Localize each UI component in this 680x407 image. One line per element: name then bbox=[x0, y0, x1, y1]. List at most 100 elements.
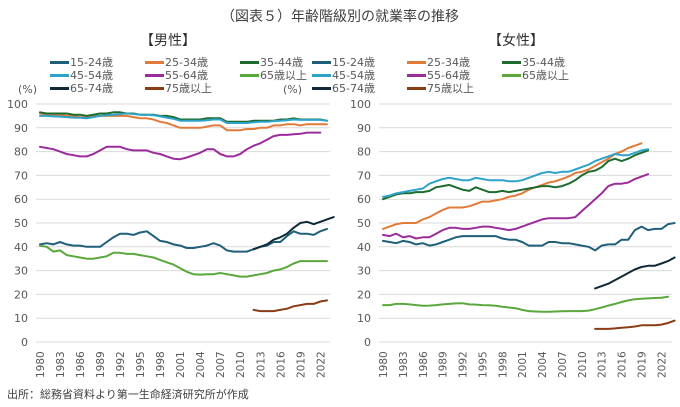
y-tick-label: 40 bbox=[14, 241, 28, 254]
legend-swatch bbox=[407, 86, 426, 90]
x-tick-label: 1989 bbox=[95, 351, 107, 378]
y-tick-label: 40 bbox=[357, 241, 371, 254]
legend-swatch bbox=[502, 60, 521, 64]
y-tick-label: 30 bbox=[357, 265, 371, 278]
x-tick-label: 2022 bbox=[315, 351, 327, 378]
legend-label: 65-74歳 bbox=[332, 82, 375, 95]
series-line-male bbox=[39, 244, 328, 278]
male-chart-title: 【男性】 bbox=[140, 33, 196, 49]
legend-label: 75歳以上 bbox=[427, 82, 474, 95]
y-tick-label: 60 bbox=[357, 193, 371, 206]
series-line-male bbox=[39, 131, 322, 161]
y-tick-label: 30 bbox=[14, 265, 28, 278]
x-tick-label: 1995 bbox=[135, 351, 147, 378]
legend-label: 25-34歳 bbox=[165, 56, 208, 69]
x-tick-label: 1980 bbox=[35, 351, 47, 378]
x-tick-label: 2016 bbox=[617, 351, 629, 378]
legend-label: 55-64歳 bbox=[165, 69, 208, 82]
series-line-male bbox=[39, 112, 328, 132]
legend-item: 45-54歳 bbox=[312, 69, 375, 82]
x-tick-label: 2013 bbox=[597, 351, 609, 378]
series-line-female bbox=[382, 222, 676, 252]
x-tick-label: 2013 bbox=[255, 351, 267, 378]
legend-swatch bbox=[145, 86, 164, 90]
y-tick-label: 80 bbox=[14, 146, 28, 159]
series-line-male bbox=[252, 299, 328, 313]
x-tick-label: 1989 bbox=[438, 351, 450, 378]
y-tick-label: 20 bbox=[357, 288, 371, 301]
series-line-female bbox=[382, 142, 643, 230]
male-unit-label: (%) bbox=[18, 83, 38, 96]
female-chart-title: 【女性】 bbox=[488, 33, 544, 49]
x-tick-label: 1986 bbox=[418, 351, 430, 378]
legend-swatch bbox=[312, 60, 331, 64]
legend-item: 65歳以上 bbox=[502, 69, 569, 82]
legend-swatch bbox=[240, 60, 259, 64]
x-tick-label: 1983 bbox=[398, 351, 410, 378]
y-tick-label: 10 bbox=[14, 312, 28, 325]
x-tick-label: 1992 bbox=[115, 351, 127, 378]
legend-label: 15-24歳 bbox=[332, 56, 375, 69]
y-tick-label: 100 bbox=[350, 98, 371, 111]
x-tick-label: 1983 bbox=[55, 351, 67, 378]
x-tick-label: 2007 bbox=[215, 351, 227, 378]
x-tick-label: 2004 bbox=[537, 351, 549, 378]
series-line-female bbox=[594, 319, 676, 330]
y-tick-label: 70 bbox=[14, 169, 28, 182]
y-tick-label: 0 bbox=[364, 336, 371, 349]
legend-swatch bbox=[407, 73, 426, 77]
y-tick-label: 100 bbox=[7, 98, 28, 111]
female-unit-label: (%) bbox=[283, 83, 303, 96]
x-tick-label: 2019 bbox=[295, 351, 307, 378]
legend-item: 35-44歳 bbox=[502, 56, 565, 69]
x-tick-label: 2001 bbox=[175, 351, 187, 378]
series-line-female bbox=[382, 149, 650, 201]
x-tick-label: 2019 bbox=[636, 351, 648, 378]
y-tick-label: 0 bbox=[21, 336, 28, 349]
legend-item: 35-44歳 bbox=[240, 56, 303, 69]
legend-swatch bbox=[50, 73, 69, 77]
legend-label: 75歳以上 bbox=[165, 82, 212, 95]
legend-swatch bbox=[312, 73, 331, 77]
legend-label: 45-54歳 bbox=[70, 69, 113, 82]
y-tick-label: 90 bbox=[14, 122, 28, 135]
y-tick-label: 20 bbox=[14, 288, 28, 301]
series-line-female bbox=[382, 148, 650, 198]
legend-swatch bbox=[407, 60, 426, 64]
series-line-female bbox=[594, 256, 676, 290]
legend-item: 15-24歳 bbox=[50, 56, 113, 69]
legend-label: 65歳以上 bbox=[260, 69, 307, 82]
x-tick-label: 1998 bbox=[497, 351, 509, 378]
legend-label: 65歳以上 bbox=[522, 69, 569, 82]
x-tick-label: 1980 bbox=[378, 351, 390, 378]
legend-label: 65-74歳 bbox=[70, 82, 113, 95]
x-tick-label: 2007 bbox=[557, 351, 569, 378]
y-tick-label: 50 bbox=[357, 217, 371, 230]
y-tick-label: 10 bbox=[357, 312, 371, 325]
x-tick-label: 2010 bbox=[577, 351, 589, 378]
series-line-female bbox=[382, 295, 669, 313]
legend-label: 15-24歳 bbox=[70, 56, 113, 69]
y-tick-label: 80 bbox=[357, 146, 371, 159]
y-tick-label: 50 bbox=[14, 217, 28, 230]
legend-item: 25-34歳 bbox=[145, 56, 208, 69]
x-tick-label: 1986 bbox=[75, 351, 87, 378]
legend-swatch bbox=[145, 73, 164, 77]
legend-label: 45-54歳 bbox=[332, 69, 375, 82]
series-line-male bbox=[39, 227, 328, 253]
x-tick-label: 2001 bbox=[517, 351, 529, 378]
source-note: 出所：総務省資料より第一生命経済研究所が作成 bbox=[7, 388, 249, 401]
legend-item: 55-64歳 bbox=[407, 69, 470, 82]
legend-item: 55-64歳 bbox=[145, 69, 208, 82]
legend-item: 65-74歳 bbox=[50, 82, 113, 95]
series-line-male bbox=[39, 112, 328, 124]
series-line-male bbox=[39, 111, 328, 123]
legend-swatch bbox=[240, 73, 259, 77]
legend-item: 65歳以上 bbox=[240, 69, 307, 82]
y-tick-label: 90 bbox=[357, 122, 371, 135]
y-tick-label: 60 bbox=[14, 193, 28, 206]
series-line-male bbox=[252, 216, 335, 251]
legend-label: 25-34歳 bbox=[427, 56, 470, 69]
legend-item: 15-24歳 bbox=[312, 56, 375, 69]
